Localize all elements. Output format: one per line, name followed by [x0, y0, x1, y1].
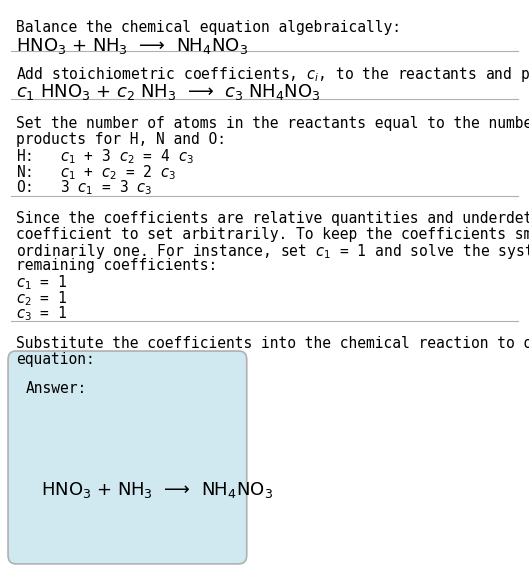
- Text: $c_1$ HNO$_3$ + $c_2$ NH$_3$  ⟶  $c_3$ NH$_4$NO$_3$: $c_1$ HNO$_3$ + $c_2$ NH$_3$ ⟶ $c_3$ NH$…: [16, 82, 320, 102]
- Text: H:   $c_1$ + 3 $c_2$ = 4 $c_3$: H: $c_1$ + 3 $c_2$ = 4 $c_3$: [16, 147, 194, 166]
- Text: products for H, N and O:: products for H, N and O:: [16, 132, 226, 147]
- Text: N:   $c_1$ + $c_2$ = 2 $c_3$: N: $c_1$ + $c_2$ = 2 $c_3$: [16, 163, 176, 181]
- Text: Substitute the coefficients into the chemical reaction to obtain the balanced: Substitute the coefficients into the che…: [16, 336, 529, 351]
- Text: HNO$_3$ + NH$_3$  ⟶  NH$_4$NO$_3$: HNO$_3$ + NH$_3$ ⟶ NH$_4$NO$_3$: [16, 36, 248, 56]
- Text: coefficient to set arbitrarily. To keep the coefficients small, the arbitrary va: coefficient to set arbitrarily. To keep …: [16, 227, 529, 242]
- Text: HNO$_3$ + NH$_3$  ⟶  NH$_4$NO$_3$: HNO$_3$ + NH$_3$ ⟶ NH$_4$NO$_3$: [41, 480, 273, 501]
- Text: Answer:: Answer:: [26, 381, 87, 396]
- Text: Set the number of atoms in the reactants equal to the number of atoms in the: Set the number of atoms in the reactants…: [16, 116, 529, 131]
- Text: equation:: equation:: [16, 352, 94, 367]
- Text: Balance the chemical equation algebraically:: Balance the chemical equation algebraica…: [16, 20, 400, 35]
- Text: Since the coefficients are relative quantities and underdetermined, choose a: Since the coefficients are relative quan…: [16, 211, 529, 226]
- FancyBboxPatch shape: [8, 351, 247, 564]
- Text: $c_1$ = 1: $c_1$ = 1: [16, 274, 67, 292]
- Text: O:   3 $c_1$ = 3 $c_3$: O: 3 $c_1$ = 3 $c_3$: [16, 178, 152, 197]
- Text: Add stoichiometric coefficients, $c_i$, to the reactants and products:: Add stoichiometric coefficients, $c_i$, …: [16, 65, 529, 83]
- Text: remaining coefficients:: remaining coefficients:: [16, 258, 217, 273]
- Text: $c_3$ = 1: $c_3$ = 1: [16, 305, 67, 323]
- Text: ordinarily one. For instance, set $c_1$ = 1 and solve the system of equations fo: ordinarily one. For instance, set $c_1$ …: [16, 242, 529, 261]
- Text: $c_2$ = 1: $c_2$ = 1: [16, 289, 67, 308]
